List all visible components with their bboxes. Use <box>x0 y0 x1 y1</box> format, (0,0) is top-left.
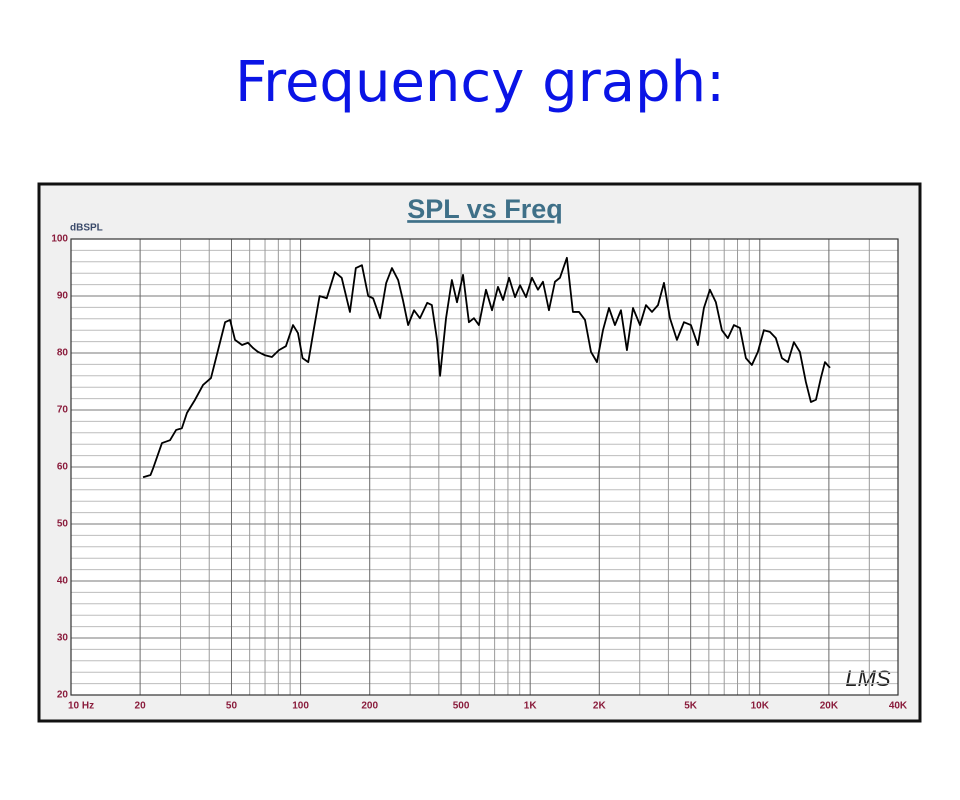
chart-title: SPL vs Freq <box>407 194 563 224</box>
x-tick-label: 2K <box>593 701 607 712</box>
x-tick-label: 20 <box>135 701 147 712</box>
x-tick-label: 10 Hz <box>68 701 94 712</box>
x-tick-label: 1K <box>524 701 538 712</box>
x-tick-label: 200 <box>361 701 378 712</box>
page-title: Frequency graph: <box>235 50 725 115</box>
y-tick-label: 70 <box>57 405 69 416</box>
x-tick-label: 10K <box>751 701 770 712</box>
y-tick-label: 60 <box>57 462 69 473</box>
y-tick-label: 50 <box>57 519 69 530</box>
y-tick-label: 80 <box>57 348 69 359</box>
y-tick-label: 40 <box>57 576 69 587</box>
x-tick-label: 5K <box>684 701 698 712</box>
y-tick-label: 20 <box>57 690 69 701</box>
logo: LMS <box>845 666 891 691</box>
x-tick-label: 500 <box>453 701 470 712</box>
y-axis-label: dBSPL <box>70 223 103 234</box>
x-tick-label: 40K <box>889 701 908 712</box>
y-tick-label: 100 <box>51 234 68 245</box>
y-tick-label: 90 <box>57 291 69 302</box>
response-curve <box>142 256 831 479</box>
x-tick-label: 20K <box>820 701 839 712</box>
plot-border <box>70 238 899 696</box>
y-tick-label: 30 <box>57 633 69 644</box>
x-tick-label: 50 <box>226 701 238 712</box>
x-tick-label: 100 <box>292 701 309 712</box>
